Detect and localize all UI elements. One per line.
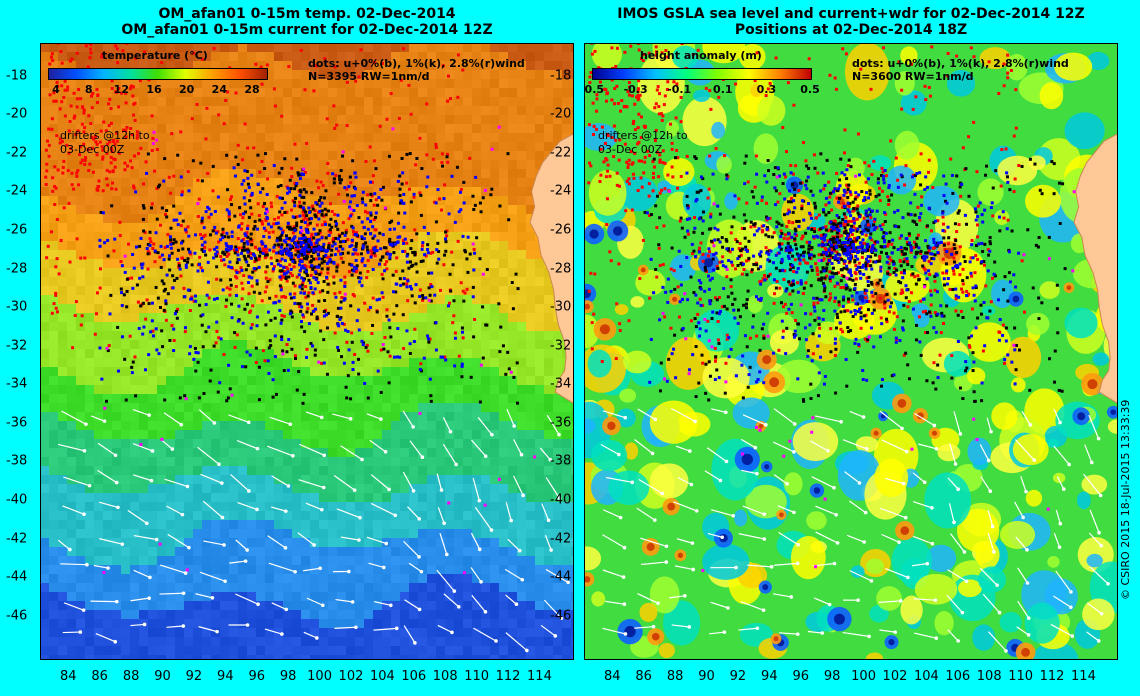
temperature-colorbar <box>48 68 268 80</box>
left-lat-tick: -36 <box>6 415 28 431</box>
left-lon-tick: 114 <box>527 669 552 684</box>
colorbar-tick-label: 4 <box>52 83 60 96</box>
colorbar-tick-label: -0.5 <box>584 83 605 96</box>
right-lon-tick: 100 <box>851 669 876 684</box>
right-lon-tick: 88 <box>666 669 684 684</box>
sea-level-map-panel: height anomaly (m) -0.5 -0.3 -0.1 0.1 0.3 0.5… <box>584 43 1118 660</box>
right-lon-tick: 86 <box>635 669 652 684</box>
temperature-map <box>40 43 574 660</box>
right-colorbar-title: height anomaly (m) <box>640 49 762 62</box>
right-lat-tick: -20 <box>550 106 572 122</box>
left-lat-tick: -32 <box>6 338 28 354</box>
right-dots-legend: dots: u+0%(b), 1%(k), 2.8%(r)wind <box>852 57 1069 70</box>
left-lat-tick: -46 <box>6 608 28 624</box>
left-lon-tick: 94 <box>217 669 234 684</box>
sea-level-map <box>584 43 1118 660</box>
left-lat-tick: -44 <box>6 569 28 585</box>
left-lon-tick: 100 <box>307 669 332 684</box>
left-lon-tick: 102 <box>338 669 364 684</box>
left-lon-tick: 92 <box>185 669 203 684</box>
left-dots-legend: dots: u+0%(b), 1%(k), 2.8%(r)wind <box>308 57 525 70</box>
right-lat-tick: -38 <box>550 453 572 469</box>
colorbar-tick-label: 8 <box>84 83 93 96</box>
left-lat-tick: -18 <box>6 68 28 84</box>
right-title-line1: IMOS GSLA sea level and current+wdr for … <box>617 6 1085 22</box>
left-lon-tick: 84 <box>59 669 77 684</box>
right-lat-tick: -32 <box>550 338 572 354</box>
left-lon-tick: 96 <box>248 669 266 684</box>
left-lat-tick: -28 <box>6 261 28 277</box>
height-anomaly-colorbar <box>592 68 812 80</box>
colorbar-tick-label: 0.5 <box>800 83 820 96</box>
left-lon-tick: 98 <box>279 669 297 684</box>
left-title-line1: OM_afan01 0-15m temp. 02-Dec-2014 <box>158 6 456 22</box>
right-lon-tick: 94 <box>761 669 778 684</box>
right-lat-tick: -26 <box>550 222 572 238</box>
temperature-map-panel: temperature (°C) 4 8 12 16 20 24 28 dots: u+0%… <box>40 43 574 660</box>
right-lon-tick: 112 <box>1039 669 1065 684</box>
colorbar-tick-label: 20 <box>179 83 195 96</box>
right-drifters-note: drifters @12h to <box>598 129 688 142</box>
left-lon-tick: 110 <box>464 669 490 684</box>
left-lon-tick: 106 <box>401 669 427 684</box>
right-lat-tick: -46 <box>550 608 572 624</box>
right-lat-tick: -36 <box>550 415 572 431</box>
right-title-line2: Positions at 02-Dec-2014 18Z <box>734 22 968 38</box>
colorbar-tick-label: 16 <box>146 83 162 96</box>
right-lat-tick: -30 <box>550 299 572 315</box>
right-lat-tick: -34 <box>550 376 572 392</box>
right-lon-tick: 104 <box>913 669 939 684</box>
right-panel-title: IMOS GSLA sea level and current+wdr for … <box>584 6 1118 38</box>
left-lon-tick: 90 <box>154 669 171 684</box>
left-lat-tick: -20 <box>6 106 28 122</box>
right-lon-tick: 90 <box>698 669 715 684</box>
left-panel-title: OM_afan01 0-15m temp. 02-Dec-2014 OM_afa… <box>40 6 574 38</box>
left-lat-tick: -26 <box>6 222 28 238</box>
colorbar-tick-label: 24 <box>211 83 227 96</box>
colorbar-tick-label: 0.3 <box>756 83 777 96</box>
right-lon-tick: 108 <box>976 669 1002 684</box>
right-lon-tick: 114 <box>1071 669 1096 684</box>
left-lat-tick: -22 <box>6 145 28 161</box>
right-lon-tick: 84 <box>603 669 621 684</box>
left-drifters-date: 03-Dec 00Z <box>60 143 125 156</box>
right-lat-tick: -42 <box>550 531 572 547</box>
right-lat-tick: -18 <box>550 68 572 84</box>
right-lat-tick: -28 <box>550 261 572 277</box>
left-lon-tick: 88 <box>122 669 140 684</box>
left-lon-tick: 104 <box>369 669 395 684</box>
right-lon-tick: 102 <box>882 669 908 684</box>
right-lat-tick: -40 <box>550 492 572 508</box>
right-lon-tick: 92 <box>729 669 747 684</box>
right-lat-tick: -22 <box>550 145 572 161</box>
colorbar-tick-label: -0.3 <box>623 83 648 96</box>
right-lon-tick: 106 <box>945 669 971 684</box>
colorbar-tick-label: 12 <box>113 83 129 96</box>
left-lat-tick: -24 <box>6 183 28 199</box>
colorbar-tick-label: -0.1 <box>667 83 692 96</box>
copyright-text: © CSIRO 2015 18-Jul-2015 13:33:39 <box>1119 399 1132 600</box>
left-colorbar-title: temperature (°C) <box>102 49 208 62</box>
right-stats: N=3600 RW=1nm/d <box>852 70 974 83</box>
left-lat-tick: -38 <box>6 453 28 469</box>
right-lat-tick: -24 <box>550 183 572 199</box>
left-lon-tick: 86 <box>91 669 108 684</box>
left-title-line2: OM_afan01 0-15m current for 02-Dec-2014 … <box>121 22 493 38</box>
right-lon-tick: 98 <box>823 669 841 684</box>
right-lat-tick: -44 <box>550 569 572 585</box>
left-drifters-note: drifters @12h to <box>60 129 150 142</box>
colorbar-tick-label: 0.1 <box>713 83 733 96</box>
left-lon-tick: 112 <box>495 669 521 684</box>
colorbar-tick-label: 28 <box>244 83 260 96</box>
left-lat-tick: -34 <box>6 376 28 392</box>
right-lon-tick: 96 <box>792 669 810 684</box>
left-lat-tick: -40 <box>6 492 28 508</box>
left-lat-tick: -30 <box>6 299 28 315</box>
right-drifters-date: 03-Dec 00Z <box>598 143 663 156</box>
left-lat-tick: -42 <box>6 531 28 547</box>
left-stats: N=3395 RW=1nm/d <box>308 70 430 83</box>
left-lon-tick: 108 <box>432 669 458 684</box>
right-lon-tick: 110 <box>1008 669 1034 684</box>
